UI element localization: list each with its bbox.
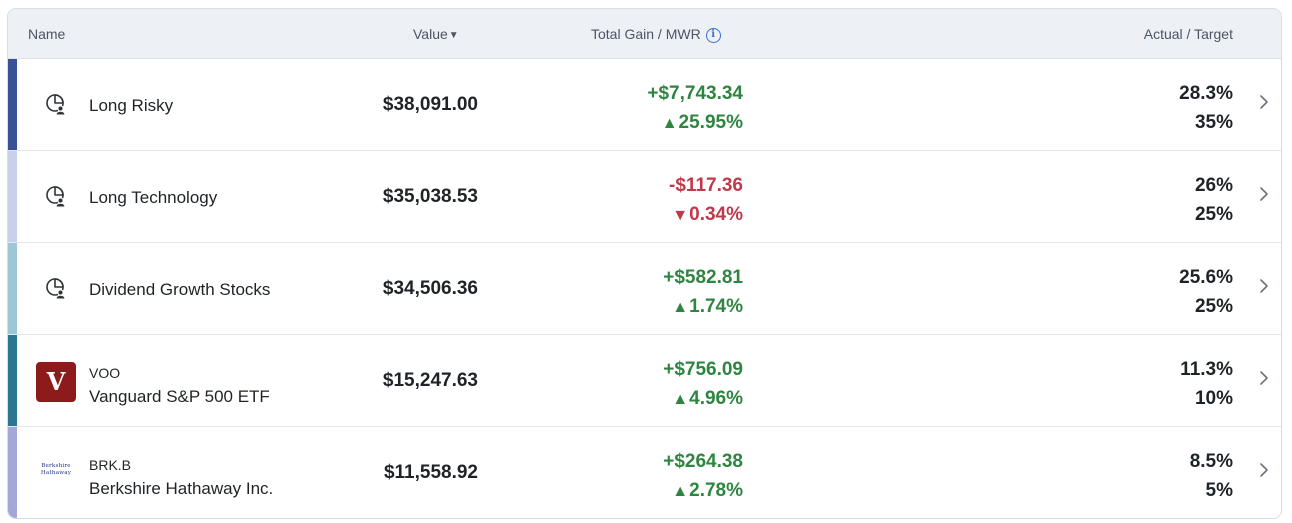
allocation-color-bar	[8, 427, 17, 518]
allocation-color-bar	[8, 335, 17, 426]
holding-value: $35,038.53	[382, 186, 478, 207]
chevron-right-icon[interactable]	[1259, 370, 1269, 391]
holding-value: $38,091.00	[382, 94, 478, 115]
mwr-value: 2.78%	[689, 480, 743, 501]
target-percent: 25%	[1194, 296, 1233, 317]
mwr-value: 1.74%	[689, 296, 743, 317]
mwr-percent: ▼0.34%	[669, 200, 743, 230]
actual-percent: 28.3%	[1179, 83, 1233, 104]
actual-percent: 26%	[1194, 175, 1233, 196]
total-gain: +$582.81 ▲1.74%	[663, 263, 743, 322]
column-header-target[interactable]: Actual / Target	[1143, 26, 1233, 42]
chevron-right-icon[interactable]	[1259, 278, 1269, 299]
allocation-color-bar	[8, 59, 17, 150]
actual-target: 28.3% 35%	[1179, 79, 1233, 137]
portfolio-icon	[36, 178, 76, 218]
target-percent: 5%	[1205, 480, 1233, 501]
total-gain: -$117.36 ▼0.34%	[669, 171, 743, 230]
column-header-gain-label: Total Gain / MWR	[591, 26, 701, 42]
triangle-down-icon: ▼	[672, 207, 689, 224]
holding-name: Long Technology	[89, 188, 218, 207]
sort-down-icon: ▼	[448, 30, 459, 41]
allocation-color-bar	[8, 151, 17, 242]
holdings-table: Name Value▼ Total Gain / MWR i Actual / T…	[7, 8, 1282, 519]
mwr-percent: ▲2.78%	[663, 476, 743, 506]
holding-name: Long Risky	[89, 96, 174, 115]
actual-percent: 25.6%	[1179, 267, 1233, 288]
actual-percent: 8.5%	[1189, 451, 1233, 472]
info-icon[interactable]: i	[705, 28, 721, 43]
gain-amount: +$756.09	[663, 359, 743, 380]
holding-name: Berkshire Hathaway Inc.	[89, 479, 274, 498]
triangle-up-icon: ▲	[672, 299, 689, 316]
column-header-value[interactable]: Value▼	[413, 26, 459, 42]
column-header-name[interactable]: Name	[28, 26, 66, 42]
gain-amount: +$7,743.34	[647, 83, 743, 104]
gain-amount: -$117.36	[669, 175, 743, 196]
actual-target: 25.6% 25%	[1179, 263, 1233, 321]
target-percent: 35%	[1194, 112, 1233, 133]
mwr-value: 25.95%	[678, 112, 743, 133]
actual-target: 11.3% 10%	[1180, 355, 1233, 413]
column-header-value-label: Value	[413, 26, 448, 42]
table-row[interactable]: Dividend Growth Stocks $34,506.36 +$582.…	[8, 243, 1281, 335]
table-row[interactable]: Long Technology $35,038.53 -$117.36 ▼0.3…	[8, 151, 1281, 243]
gain-amount: +$582.81	[663, 267, 743, 288]
column-header-gain[interactable]: Total Gain / MWR i	[591, 26, 721, 45]
chevron-right-icon[interactable]	[1259, 94, 1269, 115]
table-row[interactable]: V VOO Vanguard S&P 500 ETF $15,247.63 +$…	[8, 335, 1281, 427]
triangle-up-icon: ▲	[672, 483, 689, 500]
holding-name: Dividend Growth Stocks	[89, 280, 271, 299]
chevron-right-icon[interactable]	[1259, 462, 1269, 483]
vanguard-logo: V	[36, 362, 76, 402]
mwr-percent: ▲25.95%	[647, 108, 743, 138]
allocation-color-bar	[8, 243, 17, 334]
ticker-symbol: VOO	[89, 365, 121, 381]
actual-percent: 11.3%	[1180, 359, 1233, 380]
triangle-up-icon: ▲	[672, 391, 689, 408]
chevron-right-icon[interactable]	[1259, 186, 1269, 207]
table-row[interactable]: Long Risky $38,091.00 +$7,743.34 ▲25.95%…	[8, 59, 1281, 151]
mwr-percent: ▲4.96%	[663, 384, 743, 414]
total-gain: +$264.38 ▲2.78%	[663, 447, 743, 506]
table-header: Name Value▼ Total Gain / MWR i Actual / T…	[8, 9, 1281, 59]
total-gain: +$756.09 ▲4.96%	[663, 355, 743, 414]
holding-value: $34,506.36	[382, 278, 478, 299]
berkshire-logo: Berkshire Hathaway	[40, 463, 72, 476]
triangle-up-icon: ▲	[661, 115, 678, 132]
portfolio-icon	[36, 86, 76, 126]
ticker-symbol: BRK.B	[89, 457, 132, 473]
mwr-value: 0.34%	[689, 204, 743, 225]
table-row[interactable]: Berkshire Hathaway BRK.B Berkshire Hatha…	[8, 427, 1281, 518]
actual-target: 8.5% 5%	[1190, 447, 1233, 505]
total-gain: +$7,743.34 ▲25.95%	[647, 79, 743, 138]
holding-value: $11,558.92	[383, 462, 478, 483]
target-percent: 10%	[1194, 388, 1233, 409]
actual-target: 26% 25%	[1195, 171, 1233, 229]
mwr-percent: ▲1.74%	[663, 292, 743, 322]
holding-name: Vanguard S&P 500 ETF	[89, 387, 270, 406]
gain-amount: +$264.38	[663, 451, 743, 472]
mwr-value: 4.96%	[689, 388, 743, 409]
target-percent: 25%	[1194, 204, 1233, 225]
holding-value: $15,247.63	[382, 370, 478, 391]
portfolio-icon	[36, 270, 76, 310]
